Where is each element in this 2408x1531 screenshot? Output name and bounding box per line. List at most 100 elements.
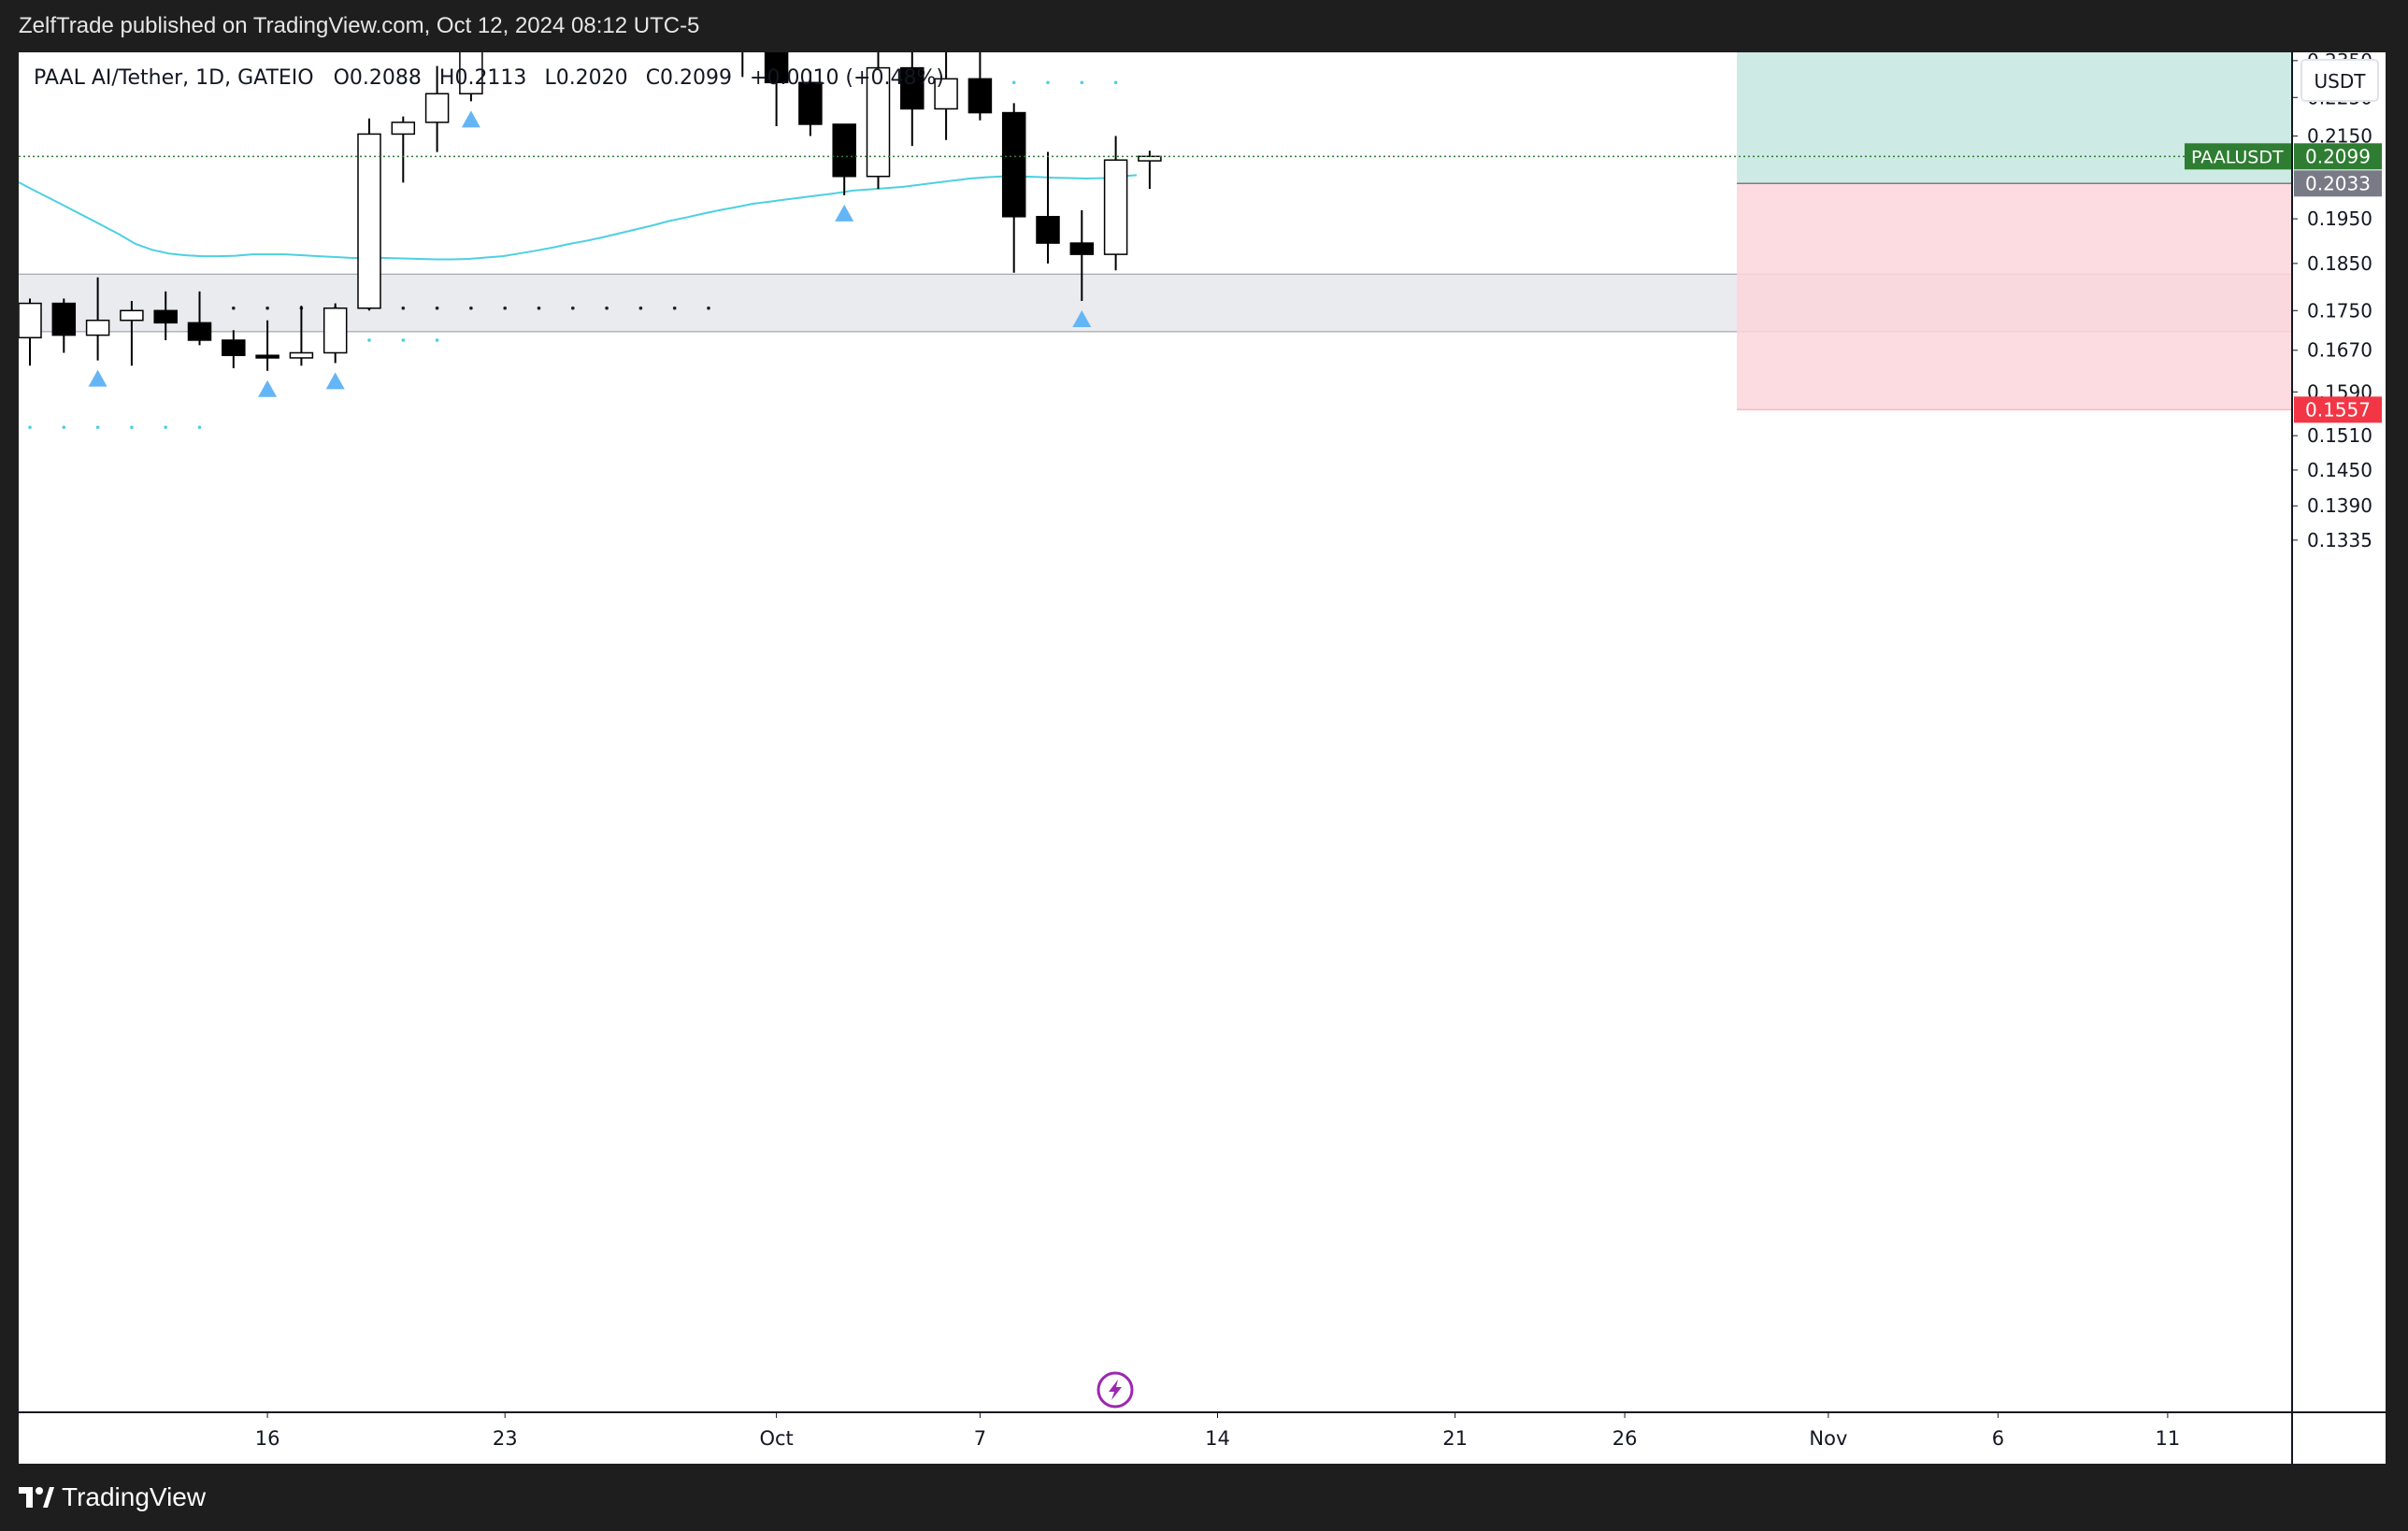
level-dot [401, 338, 406, 342]
time-tick-label: 7 [974, 1427, 986, 1450]
level-dot [435, 338, 439, 342]
candle-body [222, 339, 246, 356]
open-value: O0.2088 [334, 66, 422, 90]
candle [1069, 209, 1095, 301]
moving-average-layer [18, 174, 1138, 261]
stop-zone [1737, 183, 2292, 410]
candles-layer [18, 0, 1162, 371]
candle-body [424, 93, 450, 123]
candle [85, 277, 110, 361]
candle [968, 46, 993, 121]
stop-price-tag [2294, 396, 2382, 423]
level-dot [672, 306, 677, 310]
price-tick-label: 0.1670 [2307, 339, 2372, 362]
candle-body [866, 66, 891, 178]
candle [322, 303, 348, 364]
level-dot [605, 306, 609, 310]
time-axis-ticks: 16 23 Oct 7 14 21 26 Nov 6 11 [255, 1412, 2181, 1450]
lightning-icon[interactable] [1096, 1371, 1134, 1409]
buy-signal-triangle [88, 369, 108, 387]
candle [255, 320, 280, 371]
buy-signal-triangle [258, 379, 278, 397]
last-price-tag [2294, 143, 2382, 170]
candle-body [934, 78, 958, 110]
price-tick-label: 0.1950 [2307, 207, 2372, 230]
low-value: L0.2020 [544, 66, 627, 90]
publish-header: ZelfTrade published on TradingView.com, … [0, 0, 2408, 52]
level-dot [707, 306, 710, 310]
level-dot [265, 306, 269, 310]
entry-price-tag [2294, 170, 2382, 197]
candle [798, 71, 823, 136]
zones-layer [19, 52, 2292, 410]
price-tick-label: 0.1750 [2307, 299, 2372, 322]
stop-price-value: 0.1557 [2305, 398, 2371, 421]
level-dot [503, 306, 507, 310]
candle-body [153, 309, 178, 324]
candle-body [968, 78, 993, 114]
level-dot [401, 306, 406, 310]
publish-info-text: ZelfTrade published on TradingView.com, … [19, 13, 700, 38]
symbol-tag [2185, 143, 2291, 170]
last-price-value: 0.2099 [2305, 145, 2371, 167]
candle-body [832, 123, 856, 178]
candle [357, 118, 381, 311]
candle [18, 298, 42, 366]
tradingview-logo-text: TradingView [62, 1482, 207, 1511]
level-dot [62, 425, 66, 429]
candle-body [1138, 155, 1162, 162]
candle-body [289, 351, 314, 359]
candle-body [18, 302, 42, 339]
candle [424, 65, 450, 152]
tradingview-logo[interactable]: TradingView [19, 1481, 206, 1514]
candle [832, 123, 856, 195]
level-dot [435, 306, 439, 310]
candle-body [900, 66, 924, 110]
chart-svg[interactable]: PAAL AI/Tether, 1D, GATEIO O0.2088 H0.21… [18, 0, 2386, 1464]
close-value: C0.2099 [646, 66, 732, 90]
candle-body [1103, 159, 1128, 255]
candle [120, 300, 144, 366]
price-tick-label: 0.1510 [2307, 424, 2372, 447]
candle-body [391, 122, 416, 136]
time-tick-label: 14 [1205, 1427, 1230, 1450]
time-tick-label: 11 [2156, 1427, 2181, 1450]
candle-body [255, 354, 280, 359]
symbol-legend[interactable]: PAAL AI/Tether, 1D, GATEIO O0.2088 H0.21… [34, 66, 944, 90]
high-value: H0.2113 [439, 66, 527, 90]
candle-body [1036, 216, 1060, 244]
time-tick-label: Oct [759, 1427, 793, 1450]
change-value: +0.0010 (+0.48%) [750, 66, 944, 90]
footer-bar: TradingView [0, 1464, 2408, 1531]
candle-body [798, 81, 823, 125]
candle-body [1069, 242, 1095, 255]
level-dot [1113, 80, 1118, 85]
chart-frame[interactable]: PAAL AI/Tether, 1D, GATEIO O0.2088 H0.21… [18, 0, 2386, 1464]
candle-body [322, 307, 348, 354]
candle-body [120, 309, 144, 322]
price-tick-label: 0.1335 [2307, 529, 2372, 551]
candle-body [357, 133, 381, 309]
candle [222, 330, 246, 368]
price-axis[interactable] [2292, 52, 2386, 1464]
candle [51, 298, 77, 353]
level-dot [28, 425, 32, 429]
level-dot [164, 425, 167, 429]
level-dot [469, 306, 473, 310]
level-dot [1011, 80, 1016, 85]
moving-average-line [18, 174, 1138, 261]
candle [866, 50, 891, 190]
currency-button[interactable] [2300, 59, 2379, 102]
buy-signal-triangle [835, 204, 854, 222]
candle [1138, 150, 1162, 190]
buy-signal-triangle [461, 110, 480, 128]
level-dot [537, 306, 541, 310]
level-dot [367, 338, 371, 342]
time-tick-label: 6 [1992, 1427, 2004, 1450]
candle-body [51, 302, 77, 336]
time-tick-label: 23 [493, 1427, 518, 1450]
candle [1103, 136, 1128, 271]
time-tick-label: 26 [1612, 1427, 1638, 1450]
buy-signal-triangle [325, 372, 345, 390]
time-tick-label: 21 [1442, 1427, 1468, 1450]
